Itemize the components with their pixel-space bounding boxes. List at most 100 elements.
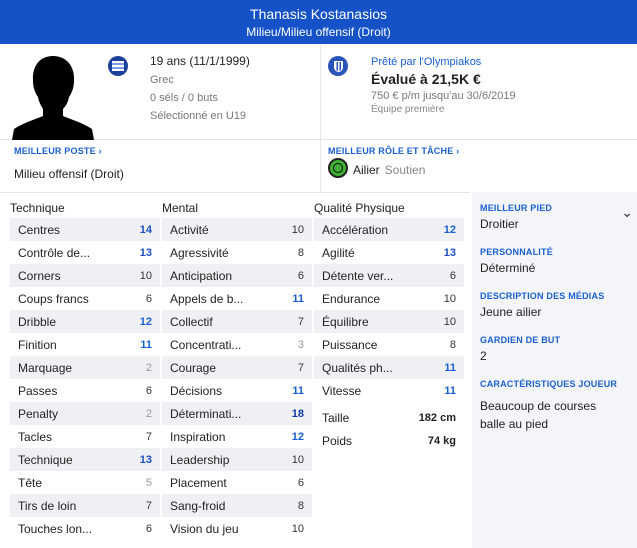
technique-attribute-row[interactable]: Finition 11 bbox=[10, 333, 160, 356]
mental-attribute-row[interactable]: Inspiration 12 bbox=[162, 425, 312, 448]
technique-attribute-value: 7 bbox=[145, 430, 152, 443]
physical-attribute-row[interactable]: Endurance 10 bbox=[314, 287, 464, 310]
technique-attribute-name: Centres bbox=[18, 222, 61, 237]
physical-attribute-value: 10 bbox=[443, 292, 456, 305]
mental-attribute-row[interactable]: Courage 7 bbox=[162, 356, 312, 379]
club-badge-icon[interactable] bbox=[328, 56, 348, 76]
technique-attribute-row[interactable]: Technique 13 bbox=[10, 448, 160, 471]
mental-attribute-value: 10 bbox=[291, 522, 304, 535]
mental-attribute-value: 7 bbox=[297, 315, 304, 328]
mental-attribute-row[interactable]: Vision du jeu 10 bbox=[162, 517, 312, 540]
mental-attribute-row[interactable]: Placement 6 bbox=[162, 471, 312, 494]
physical-attribute-value: 11 bbox=[444, 384, 456, 397]
technique-attribute-name: Coups francs bbox=[18, 291, 89, 306]
physical-attribute-row[interactable]: Équilibre 10 bbox=[314, 310, 464, 333]
best-position-value: Milieu offensif (Droit) bbox=[14, 167, 124, 181]
personality-value: Déterminé bbox=[480, 261, 536, 275]
best-role-panel: MEILLEUR RÔLE ET TÂCHE › Ailier Soutien bbox=[328, 146, 459, 192]
weight-value: 74 kg bbox=[427, 434, 456, 447]
technique-attribute-row[interactable]: Passes 6 bbox=[10, 379, 160, 402]
physical-attribute-row[interactable]: Vitesse 11 bbox=[314, 379, 464, 402]
mental-attribute-row[interactable]: Déterminati... 18 bbox=[162, 402, 312, 425]
technique-attribute-row[interactable]: Marquage 2 bbox=[10, 356, 160, 379]
best-position-link[interactable]: MEILLEUR POSTE › bbox=[14, 146, 102, 156]
mental-attribute-name: Agressivité bbox=[170, 245, 229, 260]
technique-attribute-name: Finition bbox=[18, 337, 57, 352]
physical-attribute-row[interactable]: Qualités ph... 11 bbox=[314, 356, 464, 379]
technique-attribute-name: Contrôle de... bbox=[18, 245, 91, 260]
technique-column: Technique Centres 14 Contrôle de... 13 Corne… bbox=[10, 200, 160, 540]
physical-attribute-row[interactable]: Agilité 13 bbox=[314, 241, 464, 264]
physical-attribute-name: Agilité bbox=[322, 245, 355, 260]
height-value: 182 cm bbox=[418, 411, 456, 424]
technique-attribute-name: Dribble bbox=[18, 314, 57, 329]
physical-attribute-value: 10 bbox=[443, 315, 456, 328]
mental-attribute-row[interactable]: Agressivité 8 bbox=[162, 241, 312, 264]
technique-attribute-name: Touches lon... bbox=[18, 521, 93, 536]
technique-attribute-row[interactable]: Touches lon... 6 bbox=[10, 517, 160, 540]
mental-attribute-name: Leadership bbox=[170, 452, 230, 467]
technique-attribute-value: 12 bbox=[139, 315, 152, 328]
physical-attribute-row[interactable]: Détente ver... 6 bbox=[314, 264, 464, 287]
player-nationality: Grec bbox=[150, 74, 174, 86]
side-panel: ⌄ MEILLEUR PIED Droitier PERSONNALITÉ Dé… bbox=[472, 192, 637, 548]
mental-attribute-value: 18 bbox=[291, 407, 304, 420]
technique-attribute-row[interactable]: Coups francs 6 bbox=[10, 287, 160, 310]
mental-attribute-row[interactable]: Décisions 11 bbox=[162, 379, 312, 402]
physical-title: Qualité Physique bbox=[314, 201, 405, 215]
technique-attribute-row[interactable]: Penalty 2 bbox=[10, 402, 160, 425]
best-foot-label: MEILLEUR PIED bbox=[480, 203, 553, 213]
mental-title: Mental bbox=[162, 201, 199, 215]
technique-attribute-value: 13 bbox=[139, 453, 152, 466]
player-selection: Sélectionné en U19 bbox=[150, 110, 247, 122]
technique-attribute-name: Penalty bbox=[18, 406, 59, 421]
technique-attribute-name: Corners bbox=[18, 268, 61, 283]
technique-attribute-value: 6 bbox=[145, 384, 152, 397]
mental-attribute-row[interactable]: Collectif 7 bbox=[162, 310, 312, 333]
mental-attribute-value: 11 bbox=[292, 292, 304, 305]
technique-attribute-name: Passes bbox=[18, 383, 58, 398]
mental-attribute-row[interactable]: Sang-froid 8 bbox=[162, 494, 312, 517]
physical-attribute-name: Équilibre bbox=[322, 314, 369, 329]
technique-attribute-row[interactable]: Tacles 7 bbox=[10, 425, 160, 448]
player-caps: 0 séls / 0 buts bbox=[150, 92, 218, 104]
mental-attribute-row[interactable]: Appels de b... 11 bbox=[162, 287, 312, 310]
technique-attribute-row[interactable]: Contrôle de... 13 bbox=[10, 241, 160, 264]
technique-attribute-value: 14 bbox=[139, 223, 152, 236]
height-label: Taille bbox=[322, 410, 350, 425]
personality-label: PERSONNALITÉ bbox=[480, 247, 553, 257]
vertical-divider bbox=[320, 44, 321, 192]
player-name: Thanasis Kostanasios bbox=[250, 6, 387, 22]
mental-attribute-row[interactable]: Leadership 10 bbox=[162, 448, 312, 471]
physical-column: Qualité Physique Accélération 12 Agilité 13… bbox=[314, 200, 464, 452]
technique-attribute-row[interactable]: Tête 5 bbox=[10, 471, 160, 494]
physical-attribute-name: Endurance bbox=[322, 291, 381, 306]
technique-attribute-value: 6 bbox=[145, 522, 152, 535]
best-role-link[interactable]: MEILLEUR RÔLE ET TÂCHE › bbox=[328, 146, 460, 156]
mental-attribute-row[interactable]: Concentrati... 3 bbox=[162, 333, 312, 356]
mental-attribute-name: Placement bbox=[170, 475, 227, 490]
chevron-down-icon[interactable]: ⌄ bbox=[621, 204, 633, 220]
technique-attribute-row[interactable]: Tirs de loin 7 bbox=[10, 494, 160, 517]
physical-attribute-row[interactable]: Accélération 12 bbox=[314, 218, 464, 241]
physical-attribute-value: 13 bbox=[443, 246, 456, 259]
section-divider bbox=[0, 192, 470, 193]
loan-link[interactable]: Prêté par l'Olympiakos bbox=[371, 56, 482, 68]
mental-attribute-row[interactable]: Activité 10 bbox=[162, 218, 312, 241]
technique-attribute-row[interactable]: Corners 10 bbox=[10, 264, 160, 287]
mental-attribute-row[interactable]: Anticipation 6 bbox=[162, 264, 312, 287]
technique-attribute-row[interactable]: Dribble 12 bbox=[10, 310, 160, 333]
body-measures: Taille 182 cm Poids 74 kg bbox=[314, 406, 464, 452]
best-position-panel: MEILLEUR POSTE › Milieu offensif (Droit) bbox=[14, 146, 124, 192]
role-icon bbox=[328, 158, 348, 178]
technique-attribute-value: 6 bbox=[145, 292, 152, 305]
technique-attribute-name: Tirs de loin bbox=[18, 498, 77, 513]
technique-attribute-row[interactable]: Centres 14 bbox=[10, 218, 160, 241]
mental-attribute-name: Inspiration bbox=[170, 429, 226, 444]
technique-attribute-value: 10 bbox=[139, 269, 152, 282]
technique-attribute-value: 5 bbox=[145, 476, 152, 489]
physical-attribute-row[interactable]: Puissance 8 bbox=[314, 333, 464, 356]
technique-title: Technique bbox=[10, 201, 65, 215]
mental-attribute-value: 8 bbox=[297, 499, 304, 512]
technique-attribute-value: 11 bbox=[140, 338, 152, 351]
